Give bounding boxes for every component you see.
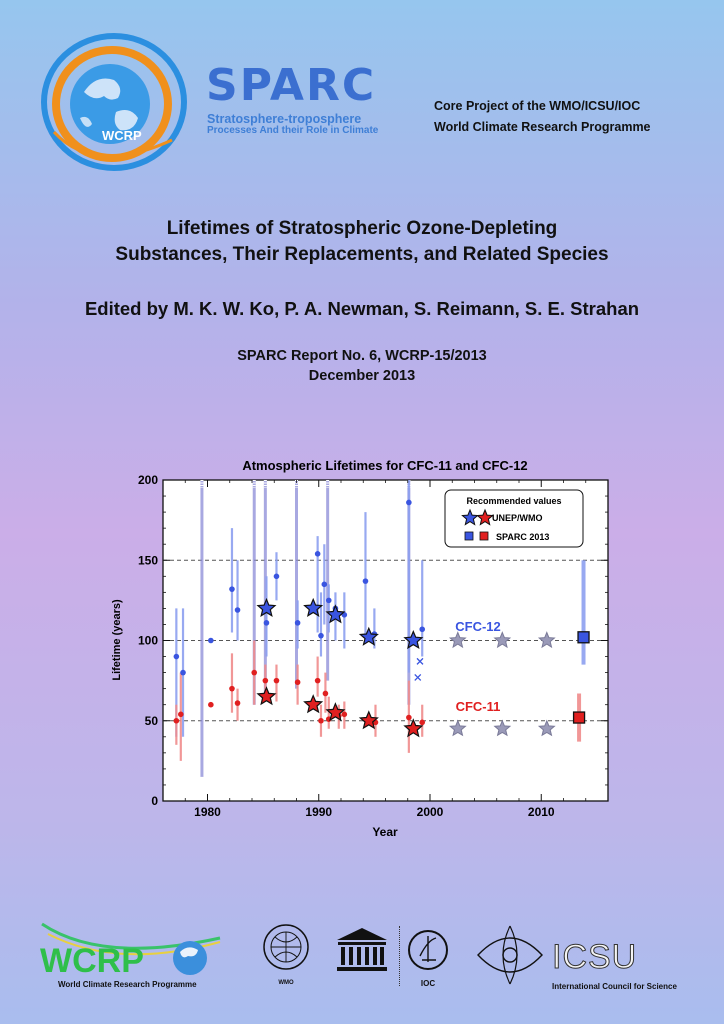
estimate-point [262, 677, 269, 684]
legend-entry-unep-wmo: UNEP/WMO [492, 513, 543, 523]
legend-star-blue [461, 508, 479, 526]
lifetime-chart: Atmospheric Lifetimes for CFC-11 and CFC… [100, 448, 620, 848]
wmo-caption: WMO [278, 980, 294, 986]
estimate-point [362, 578, 369, 584]
unep-wmo-star [303, 597, 324, 617]
estimate-point [419, 626, 426, 633]
unesco-logo [334, 926, 390, 974]
cfc11-label: CFC-11 [456, 699, 501, 714]
estimate-point [178, 711, 184, 718]
estimate-point [419, 719, 426, 726]
estimate-point [314, 551, 321, 557]
unep-wmo-star [403, 629, 424, 650]
future-marker-star [537, 719, 556, 737]
unep-wmo-star [403, 718, 424, 738]
footer-divider [399, 926, 400, 986]
unep-wmo-star [325, 604, 346, 624]
y-tick-label: 0 [151, 794, 158, 808]
estimate-point [273, 573, 280, 580]
future-marker-star [493, 631, 512, 649]
icsu-text: ICSU [551, 938, 638, 977]
future-marker-star [448, 719, 467, 737]
estimate-cross-marker [414, 673, 422, 681]
report-title-line1: Lifetimes of Stratospheric Ozone-Depleti… [166, 218, 558, 239]
unep-wmo-star [358, 710, 379, 730]
cfc12-label: CFC-12 [455, 619, 501, 634]
report-date: December 2013 [308, 368, 416, 384]
icsu-emblem [474, 924, 546, 986]
sparc-name: SPARC [206, 60, 377, 111]
sparc-subtitle-1: Stratosphere-troposphere [207, 112, 362, 126]
sparc-2013-square [577, 631, 590, 644]
core-project-line2: World Climate Research Programme [434, 120, 651, 134]
estimate-cross-marker [416, 657, 424, 665]
estimate-point [318, 632, 324, 639]
ioc-logo: IOC [406, 926, 450, 990]
wcrp-footer-caption: World Climate Research Programme [58, 980, 197, 989]
legend-title: Recommended values [466, 496, 561, 506]
lifetime-chart-svg: Atmospheric Lifetimes for CFC-11 and CFC… [111, 458, 609, 839]
wmo-logo: WMO [258, 920, 314, 990]
estimate-point [173, 717, 180, 724]
estimate-point [208, 637, 214, 644]
estimate-point [341, 711, 348, 718]
sparc-2013-square [572, 711, 586, 724]
estimate-point [318, 717, 324, 724]
legend-star-red [476, 508, 494, 526]
estimate-point [229, 685, 235, 692]
wcrp-footer-text: WCRP [40, 942, 144, 980]
estimate-point [173, 653, 180, 660]
estimate-point [251, 669, 258, 676]
report-editors: Edited by M. K. W. Ko, P. A. Newman, S. … [84, 298, 640, 319]
future-marker-star [448, 631, 467, 649]
estimate-point [234, 607, 241, 613]
estimate-point [229, 586, 235, 592]
future-marker-star [493, 719, 512, 737]
x-tick-label: 1990 [305, 805, 332, 819]
estimate-point [208, 701, 214, 708]
estimate-point [325, 597, 332, 604]
x-tick-label: 1980 [194, 805, 221, 819]
unep-wmo-star [303, 694, 324, 714]
estimate-point [273, 677, 280, 684]
estimate-point [234, 700, 241, 706]
unep-wmo-star [358, 626, 379, 646]
icsu-caption: International Council for Science [552, 982, 677, 991]
x-tick-label: 2000 [417, 805, 444, 819]
chart-title: Atmospheric Lifetimes for CFC-11 and CFC… [242, 458, 527, 473]
report-number: SPARC Report No. 6, WCRP-15/2013 [237, 348, 487, 364]
estimate-point [321, 581, 328, 588]
legend-square-blue [464, 531, 474, 541]
legend-square-red [479, 531, 489, 541]
wcrp-footer-logo: WCRP World Climate Research Programme [38, 918, 228, 990]
estimate-point [263, 620, 270, 626]
chart-legend: Recommended values UNEP/WMO SPARC 2013 [444, 489, 584, 548]
x-tick-label: 2010 [528, 805, 555, 819]
unep-wmo-star [256, 686, 277, 706]
unep-wmo-star [256, 597, 277, 617]
y-tick-label: 200 [138, 473, 158, 487]
ioc-caption: IOC [421, 979, 435, 988]
estimate-point [322, 690, 329, 697]
y-tick-label: 150 [138, 553, 158, 567]
estimate-point [406, 499, 412, 506]
estimate-point [294, 620, 301, 626]
estimate-point [406, 714, 412, 721]
wcrp-globe-logo: WCRP [40, 32, 190, 172]
x-axis-label: Year [372, 825, 398, 839]
core-project-line1: Core Project of the WMO/ICSU/IOC [434, 99, 641, 113]
unep-wmo-star [325, 702, 346, 722]
y-tick-label: 50 [145, 714, 159, 728]
y-tick-label: 100 [138, 634, 158, 648]
y-axis-label: Lifetime (years) [111, 599, 123, 681]
estimate-point [314, 677, 321, 684]
wcrp-logo-text: WCRP [102, 128, 142, 143]
legend-entry-sparc-2013: SPARC 2013 [496, 532, 549, 542]
estimate-point [180, 669, 186, 676]
future-marker-star [537, 631, 556, 649]
report-title-line2: Substances, Their Replacements, and Rela… [115, 244, 609, 265]
estimate-point [294, 679, 301, 686]
sparc-subtitle-2: Processes And their Role in Climate [207, 125, 379, 136]
